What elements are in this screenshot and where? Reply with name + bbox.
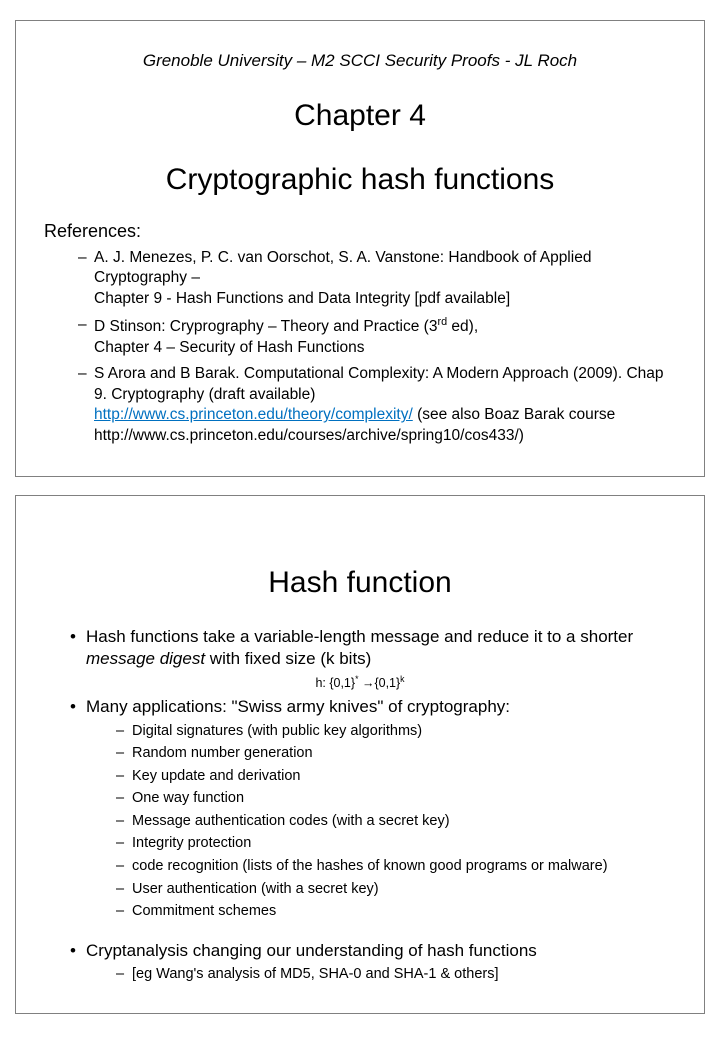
chapter-label: Chapter 4 xyxy=(44,99,676,133)
slide2-title: Hash function xyxy=(44,566,676,600)
slide-2: Hash function Hash functions take a vari… xyxy=(15,495,705,1014)
bullet-item: Cryptanalysis changing our understanding… xyxy=(64,940,676,985)
applications-list: Digital signatures (with public key algo… xyxy=(110,722,676,922)
formula-text: →{0,1} xyxy=(358,676,400,690)
bullet-text: Hash functions take a variable-length me… xyxy=(86,627,633,646)
ref-text: A. J. Menezes, P. C. van Oorschot, S. A.… xyxy=(94,249,591,286)
bullet-text: Cryptanalysis changing our understanding… xyxy=(86,941,537,960)
slide1-title: Cryptographic hash functions xyxy=(44,163,676,197)
cryptanalysis-sub: [eg Wang's analysis of MD5, SHA-0 and SH… xyxy=(110,965,676,985)
references-label: References: xyxy=(44,221,676,242)
bullet-text: Many applications: "Swiss army knives" o… xyxy=(86,697,510,716)
app-item: Message authentication codes (with a sec… xyxy=(110,812,676,832)
formula-sup: k xyxy=(400,674,404,684)
ref-text: ed), xyxy=(447,319,478,336)
app-item: Key update and derivation xyxy=(110,767,676,787)
app-item: Random number generation xyxy=(110,744,676,764)
course-header: Grenoble University – M2 SCCI Security P… xyxy=(44,51,676,71)
sub-item: [eg Wang's analysis of MD5, SHA-0 and SH… xyxy=(110,965,676,985)
app-item: Digital signatures (with public key algo… xyxy=(110,722,676,742)
ref-item: D Stinson: Cryprography – Theory and Pra… xyxy=(72,315,676,358)
ref-link[interactable]: http://www.cs.princeton.edu/theory/compl… xyxy=(94,406,413,423)
app-item: code recognition (lists of the hashes of… xyxy=(110,857,676,877)
bullet-text: with fixed size (k bits) xyxy=(205,649,371,668)
ref-text: Chapter 9 - Hash Functions and Data Inte… xyxy=(94,290,510,307)
app-item: Integrity protection xyxy=(110,834,676,854)
bullet-item: Many applications: "Swiss army knives" o… xyxy=(64,696,676,922)
app-item: Commitment schemes xyxy=(110,902,676,922)
ref-item: S Arora and B Barak. Computational Compl… xyxy=(72,364,676,446)
app-item: User authentication (with a secret key) xyxy=(110,880,676,900)
bullet-item: Hash functions take a variable-length me… xyxy=(64,626,676,670)
ref-text: D Stinson: Cryprography – Theory and Pra… xyxy=(94,319,437,336)
ref-text: Chapter 4 – Security of Hash Functions xyxy=(94,339,365,356)
main-bullets: Many applications: "Swiss army knives" o… xyxy=(64,696,676,922)
main-bullets: Cryptanalysis changing our understanding… xyxy=(64,940,676,985)
references-list: A. J. Menezes, P. C. van Oorschot, S. A.… xyxy=(72,248,676,446)
ref-text: S Arora and B Barak. Computational Compl… xyxy=(94,365,664,402)
formula-text: h: {0,1} xyxy=(315,676,355,690)
hash-formula: h: {0,1}* →{0,1}k xyxy=(44,674,676,690)
ref-sup: rd xyxy=(437,316,447,328)
bullet-italic: message digest xyxy=(86,649,205,668)
app-item: One way function xyxy=(110,789,676,809)
ref-item: A. J. Menezes, P. C. van Oorschot, S. A.… xyxy=(72,248,676,309)
slide-1: Grenoble University – M2 SCCI Security P… xyxy=(15,20,705,477)
main-bullets: Hash functions take a variable-length me… xyxy=(64,626,676,670)
